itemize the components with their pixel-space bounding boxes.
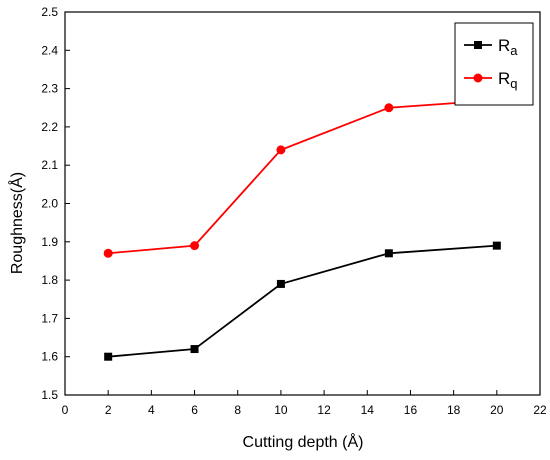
data-point-Rq xyxy=(276,145,286,155)
legend-label-Ra: Ra xyxy=(498,36,518,58)
data-point-Ra xyxy=(384,249,393,258)
y-tick-label: 1.9 xyxy=(41,235,58,249)
x-tick-label: 20 xyxy=(490,403,504,417)
data-point-Rq xyxy=(384,103,394,113)
y-tick-label: 2.5 xyxy=(41,5,58,19)
y-tick-label: 2.4 xyxy=(41,43,58,57)
y-tick-label: 2.0 xyxy=(41,197,58,211)
x-tick-label: 18 xyxy=(447,403,461,417)
series-line-Ra xyxy=(108,244,497,358)
series-Ra xyxy=(104,241,501,361)
x-tick-label: 8 xyxy=(234,403,241,417)
legend-label-Rq: Rq xyxy=(498,69,518,91)
x-tick-label: 4 xyxy=(148,403,155,417)
x-tick-label: 2 xyxy=(105,403,112,417)
x-tick-label: 12 xyxy=(317,403,331,417)
legend-marker-Ra xyxy=(474,41,482,49)
y-tick-label: 1.6 xyxy=(41,350,58,364)
y-tick-label: 2.1 xyxy=(41,158,58,172)
y-tick-label: 1.8 xyxy=(41,273,58,287)
data-point-Rq xyxy=(190,241,200,251)
legend-box xyxy=(454,22,534,106)
data-point-Ra xyxy=(190,345,199,354)
y-tick-label: 1.5 xyxy=(41,388,58,402)
x-tick-label: 6 xyxy=(191,403,198,417)
x-tick-label: 22 xyxy=(533,403,547,417)
x-tick-label: 14 xyxy=(361,403,375,417)
x-tick-label: 0 xyxy=(62,403,69,417)
data-point-Ra xyxy=(276,279,285,288)
legend: Ra Rq xyxy=(454,22,534,106)
y-axis-title: Roughness(Å) xyxy=(7,172,26,274)
data-point-Ra xyxy=(104,352,113,361)
x-tick-label: 10 xyxy=(274,403,288,417)
y-tick-label: 2.2 xyxy=(41,120,58,134)
series-Rq xyxy=(103,95,502,258)
data-point-Rq xyxy=(103,248,113,258)
series-line-Rq xyxy=(108,99,497,255)
y-axis-ticks: 1.5 1.6 1.7 1.8 1.9 2.0 2.1 2.2 2.3 2.4 2.5 xyxy=(41,5,70,402)
data-point-Ra xyxy=(492,241,501,250)
legend-marker-Rq xyxy=(473,73,483,83)
x-axis-ticks: 0 2 4 6 8 10 12 14 16 18 20 22 xyxy=(62,390,547,417)
series-layer xyxy=(103,95,502,361)
y-tick-label: 2.3 xyxy=(41,82,58,96)
x-tick-label: 16 xyxy=(404,403,418,417)
x-axis-title: Cutting depth (Å) xyxy=(243,432,364,451)
y-tick-label: 1.7 xyxy=(41,311,58,325)
